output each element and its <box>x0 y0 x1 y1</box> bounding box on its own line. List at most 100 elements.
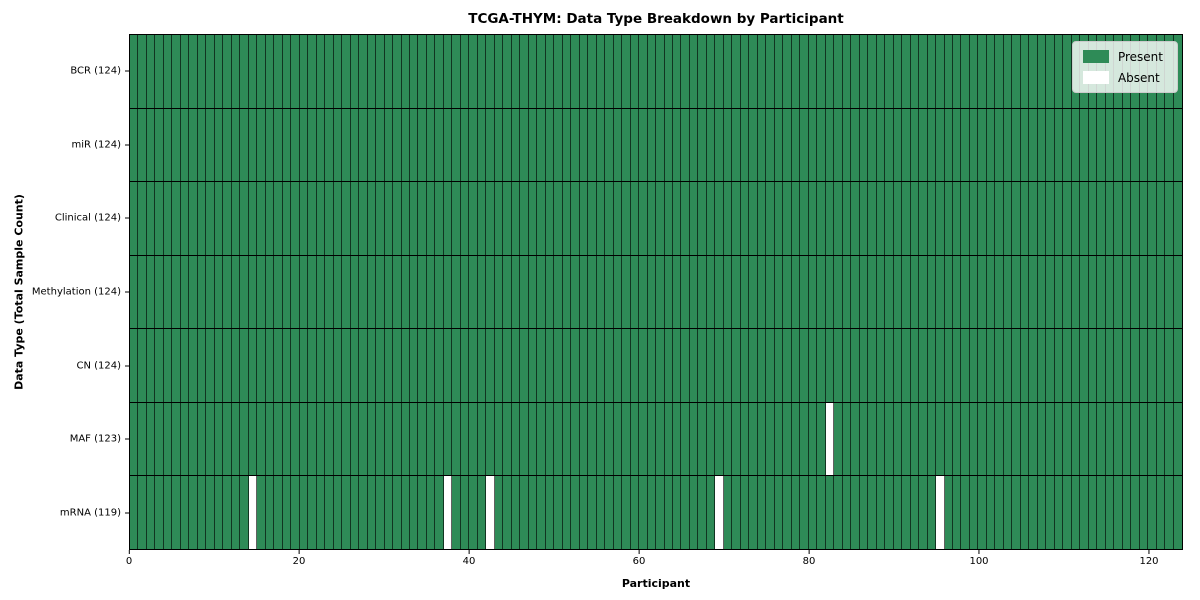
heatmap-cell-present <box>961 108 970 182</box>
heatmap-cell-present <box>749 402 758 476</box>
heatmap-cell-present <box>469 476 478 550</box>
x-tick-mark <box>808 550 810 554</box>
heatmap-cell-present <box>876 402 886 476</box>
heatmap-cell-present <box>257 108 266 182</box>
heatmap-cell-present <box>961 476 970 550</box>
heatmap-cell-present <box>978 476 987 550</box>
heatmap-cell-present <box>859 35 869 108</box>
heatmap-cell-present <box>1165 402 1174 476</box>
heatmap-cell-present <box>308 255 317 329</box>
heatmap-cell-present <box>605 255 614 329</box>
heatmap-cell-present <box>791 402 801 476</box>
heatmap-cell-present <box>842 476 852 550</box>
heatmap-cell-present <box>1063 255 1072 329</box>
heatmap-cell-present <box>130 255 139 329</box>
heatmap-cell-present <box>333 108 343 182</box>
heatmap-cell-present <box>376 402 385 476</box>
heatmap-cell-present <box>579 35 589 108</box>
heatmap-cell-present <box>342 402 351 476</box>
heatmap-cell-present <box>494 255 504 329</box>
x-tick-20: 20 <box>293 550 305 567</box>
heatmap-cell-present <box>503 255 512 329</box>
heatmap-cell-present <box>180 35 190 108</box>
heatmap-cell-present <box>130 35 139 108</box>
heatmap-cell-present <box>1148 329 1157 402</box>
heatmap-cell-present <box>350 476 360 550</box>
heatmap-cell-present <box>978 255 987 329</box>
heatmap-cell-present <box>1003 182 1013 255</box>
heatmap-cell-present <box>299 182 309 255</box>
heatmap-cell-present <box>715 182 724 255</box>
heatmap-cell-present <box>1063 402 1072 476</box>
heatmap-cell-present <box>664 108 673 182</box>
heatmap-cell-present <box>274 35 283 108</box>
heatmap-cell-present <box>367 35 377 108</box>
heatmap-cell-present <box>766 182 775 255</box>
heatmap-cell-present <box>919 108 928 182</box>
heatmap-cell-present <box>554 108 563 182</box>
heatmap-cell-present <box>927 108 937 182</box>
x-tick-mark <box>128 550 130 554</box>
heatmap-cell-present <box>868 255 877 329</box>
heatmap-cell-present <box>800 182 809 255</box>
heatmap-cell-present <box>443 108 453 182</box>
y-tick-mark <box>125 144 129 146</box>
heatmap-cell-present <box>732 182 741 255</box>
heatmap-cell-present <box>1046 329 1055 402</box>
heatmap-cell-present <box>757 329 767 402</box>
heatmap-cell-absent <box>443 476 453 550</box>
heatmap-cell-present <box>723 255 733 329</box>
heatmap-cell-present <box>223 255 232 329</box>
heatmap-cell-present <box>740 329 750 402</box>
heatmap-cell-present <box>647 35 657 108</box>
heatmap-cell-present <box>715 329 724 402</box>
heatmap-cell-present <box>944 402 953 476</box>
heatmap-cell-present <box>469 35 478 108</box>
y-tick-label: CN (124) <box>76 360 121 372</box>
heatmap-cell-present <box>189 329 198 402</box>
heatmap-cell-present <box>902 476 911 550</box>
heatmap-cell-present <box>944 255 953 329</box>
heatmap-cell-present <box>316 182 326 255</box>
heatmap-cell-present <box>1131 255 1140 329</box>
x-axis-ticks: 0 20 40 60 80 100 120 <box>126 550 1183 574</box>
heatmap-cell-present <box>240 329 249 402</box>
heatmap-cell-present <box>859 255 869 329</box>
heatmap-cell-present <box>647 108 657 182</box>
heatmap-cell-present <box>562 108 572 182</box>
heatmap-cell-present <box>647 476 657 550</box>
heatmap-cell-present <box>622 108 631 182</box>
heatmap-cell-present <box>715 35 724 108</box>
heatmap-cell-present <box>1114 182 1123 255</box>
heatmap-cell-present <box>443 329 453 402</box>
heatmap-cell-present <box>409 108 419 182</box>
heatmap-cell-present <box>1122 182 1132 255</box>
heatmap-cell-present <box>986 329 996 402</box>
heatmap-cell-present <box>1046 402 1055 476</box>
y-tick-mark <box>125 438 129 440</box>
heatmap-cell-present <box>673 329 682 402</box>
heatmap-cell-present <box>766 476 775 550</box>
heatmap-cell-present <box>393 255 402 329</box>
heatmap-cell-present <box>274 329 283 402</box>
heatmap-cell-present <box>732 255 741 329</box>
heatmap-cell-present <box>681 108 690 182</box>
heatmap-cell-present <box>596 255 606 329</box>
heatmap-cell-present <box>1029 255 1038 329</box>
heatmap-cell-present <box>291 35 300 108</box>
heatmap-cell-present <box>452 255 461 329</box>
heatmap-cell-present <box>223 329 232 402</box>
heatmap-cell-present <box>376 35 385 108</box>
heatmap-cell-present <box>817 476 826 550</box>
heatmap-cell-present <box>774 182 784 255</box>
heatmap-cell-present <box>902 108 911 182</box>
heatmap-cell-present <box>486 182 495 255</box>
heatmap-cell-present <box>868 108 877 182</box>
heatmap-cell-present <box>265 182 275 255</box>
heatmap-cell-present <box>791 255 801 329</box>
heatmap-cell-present <box>367 108 377 182</box>
heatmap-cell-present <box>673 35 682 108</box>
heatmap-cell-present <box>214 476 224 550</box>
heatmap-cell-present <box>554 329 563 402</box>
heatmap-cell-present <box>316 35 326 108</box>
